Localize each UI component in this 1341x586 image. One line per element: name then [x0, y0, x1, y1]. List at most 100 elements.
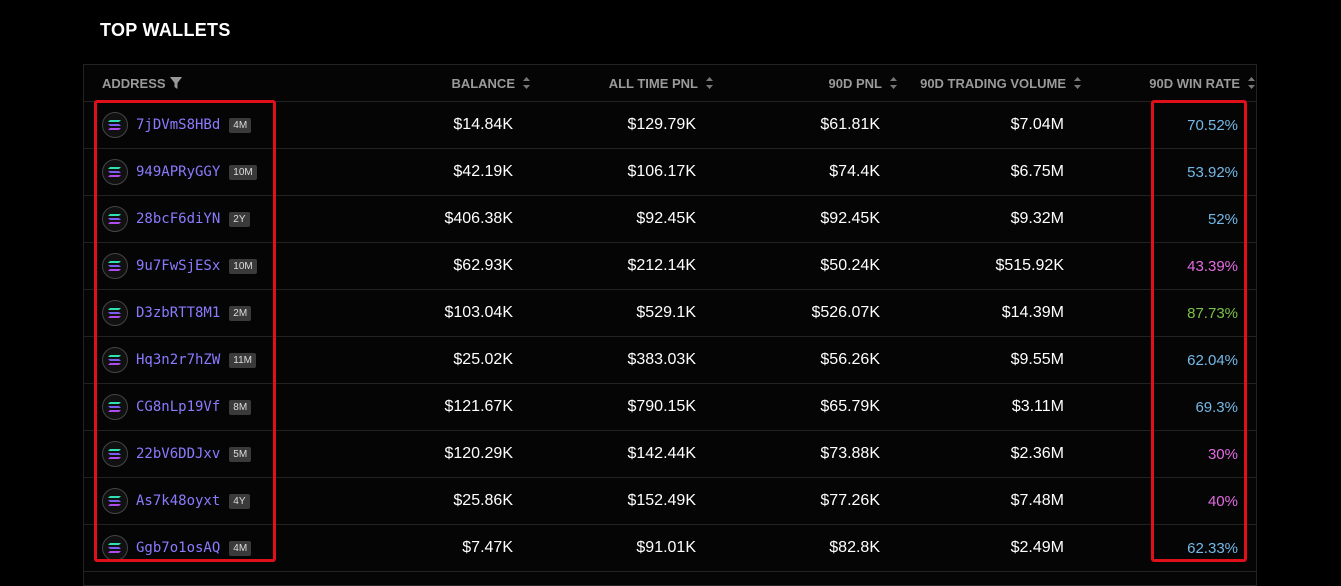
wallet-address[interactable]: CG8nLp19Vf [136, 399, 221, 415]
token-icon [102, 441, 128, 467]
value-cell: $129.79K [627, 116, 696, 133]
table-row: 949APRyGGY 10M $42.19K $106.17K $74.4K $6.75M… [84, 149, 1256, 196]
column-header[interactable]: ALL TIME PNL [609, 65, 714, 101]
column-header[interactable]: 90D TRADING VOLUME [920, 65, 1082, 101]
win-rate: 87.73% [1187, 304, 1238, 322]
address-cell: Hq3n2r7hZW 11M [102, 337, 257, 383]
wallet-address[interactable]: D3zbRTT8M1 [136, 305, 221, 321]
value-cell: $515.92K [995, 257, 1064, 274]
value-cell: $74.4K [829, 163, 880, 180]
value-cell: $142.44K [627, 445, 696, 462]
value-cell: $106.17K [627, 163, 696, 180]
value-cell: $383.03K [627, 351, 696, 368]
wallet-address[interactable]: 9u7FwSjESx [136, 258, 221, 274]
value-cell: $7.04M [1010, 116, 1064, 133]
address-cell: 22bV6DDJxv 5M [102, 431, 252, 477]
value-cell: $14.84K [453, 116, 513, 133]
wallet-address[interactable]: 22bV6DDJxv [136, 446, 221, 462]
win-rate: 53.92% [1187, 163, 1238, 181]
page: TOP WALLETS ADDRESS BALANCE ALL TIME PNL 90… [83, 20, 1257, 586]
wallet-age-badge: 10M [229, 258, 257, 274]
wallet-age-badge: 11M [229, 352, 257, 368]
value-cell: $14.39M [1001, 304, 1064, 321]
wallet-address[interactable]: Hq3n2r7hZW [136, 352, 221, 368]
address-cell: D3zbRTT8M1 2M [102, 290, 252, 336]
value-cell: $77.26K [820, 492, 880, 509]
address-cell: Ggb7o1osAQ 4M [102, 525, 252, 571]
token-icon [102, 488, 128, 514]
wallet-address[interactable]: 7jDVmS8HBd [136, 117, 221, 133]
column-header[interactable]: ADDRESS [102, 65, 182, 101]
win-rate: 62.04% [1187, 351, 1238, 369]
address-cell: 9u7FwSjESx 10M [102, 243, 257, 289]
wallet-age-badge: 2Y [229, 211, 250, 227]
value-cell: $121.67K [444, 398, 513, 415]
wallet-age-badge: 8M [229, 399, 252, 415]
table-row: 28bcF6diYN 2Y $406.38K $92.45K $92.45K $9.32M… [84, 196, 1256, 243]
address-cell: 28bcF6diYN 2Y [102, 196, 250, 242]
win-rate: 40% [1207, 492, 1238, 510]
value-cell: $65.79K [820, 398, 880, 415]
win-rate: 69.3% [1195, 398, 1238, 416]
column-header[interactable]: BALANCE [451, 65, 531, 101]
table-row: 9u7FwSjESx 10M $62.93K $212.14K $50.24K $515.… [84, 243, 1256, 290]
value-cell: $50.24K [820, 257, 880, 274]
highlight-box [94, 100, 276, 562]
wallet-age-badge: 4M [229, 117, 252, 133]
wallet-address[interactable]: 949APRyGGY [136, 164, 221, 180]
column-label: 90D PNL [828, 75, 882, 91]
value-cell: $2.36M [1010, 445, 1064, 462]
address-cell: CG8nLp19Vf 8M [102, 384, 252, 430]
table-row: CG8nLp19Vf 8M $121.67K $790.15K $65.79K $3.11… [84, 384, 1256, 431]
value-cell: $6.75M [1010, 163, 1064, 180]
address-cell: As7k48oyxt 4Y [102, 478, 250, 524]
win-rate: 62.33% [1187, 539, 1238, 557]
value-cell: $103.04K [444, 304, 513, 321]
value-cell: $9.32M [1010, 210, 1064, 227]
wallet-address[interactable]: As7k48oyxt [136, 493, 221, 509]
value-cell: $73.88K [820, 445, 880, 462]
table-row: D3zbRTT8M1 2M $103.04K $529.1K $526.07K $14.3… [84, 290, 1256, 337]
value-cell: $7.48M [1010, 492, 1064, 509]
value-cell: $2.49M [1010, 539, 1064, 556]
token-icon [102, 112, 128, 138]
token-icon [102, 535, 128, 561]
address-cell: 949APRyGGY 10M [102, 149, 257, 195]
value-cell: $56.26K [820, 351, 880, 368]
column-label: ALL TIME PNL [608, 75, 698, 91]
win-rate: 30% [1207, 445, 1238, 463]
value-cell: $42.19K [453, 163, 513, 180]
wallet-address[interactable]: Ggb7o1osAQ [136, 540, 221, 556]
value-cell: $529.1K [636, 304, 696, 321]
column-label: ADDRESS [102, 75, 166, 91]
value-cell: $92.45K [636, 210, 696, 227]
column-label: 90D TRADING VOLUME [920, 75, 1066, 91]
value-cell: $82.8K [829, 539, 880, 556]
column-header[interactable]: 90D PNL [829, 65, 898, 101]
wallet-address[interactable]: 28bcF6diYN [136, 211, 221, 227]
value-cell: $152.49K [627, 492, 696, 509]
value-cell: $406.38K [444, 210, 513, 227]
value-cell: $212.14K [627, 257, 696, 274]
column-header[interactable]: 90D WIN RATE [1149, 65, 1256, 101]
column-label: 90D WIN RATE [1149, 75, 1240, 91]
win-rate: 70.52% [1187, 116, 1238, 134]
value-cell: $120.29K [444, 445, 513, 462]
highlight-box [1151, 100, 1247, 562]
value-cell: $7.47K [462, 539, 513, 556]
win-rate: 43.39% [1187, 257, 1238, 275]
wallet-age-badge: 4M [229, 540, 252, 556]
wallet-age-badge: 10M [229, 164, 257, 180]
wallet-age-badge: 5M [229, 446, 252, 462]
table-row: As7k48oyxt 4Y $25.86K $152.49K $77.26K $7.48M… [84, 478, 1256, 525]
win-rate: 52% [1207, 210, 1238, 228]
token-icon [102, 159, 128, 185]
token-icon [102, 206, 128, 232]
table-row: Hq3n2r7hZW 11M $25.02K $383.03K $56.26K $9.55… [84, 337, 1256, 384]
value-cell: $9.55M [1010, 351, 1064, 368]
table-row: 22bV6DDJxv 5M $120.29K $142.44K $73.88K $2.36… [84, 431, 1256, 478]
value-cell: $3.11M [1011, 398, 1064, 415]
value-cell: $61.81K [820, 116, 880, 133]
value-cell: $25.86K [453, 492, 513, 509]
value-cell: $790.15K [627, 398, 696, 415]
